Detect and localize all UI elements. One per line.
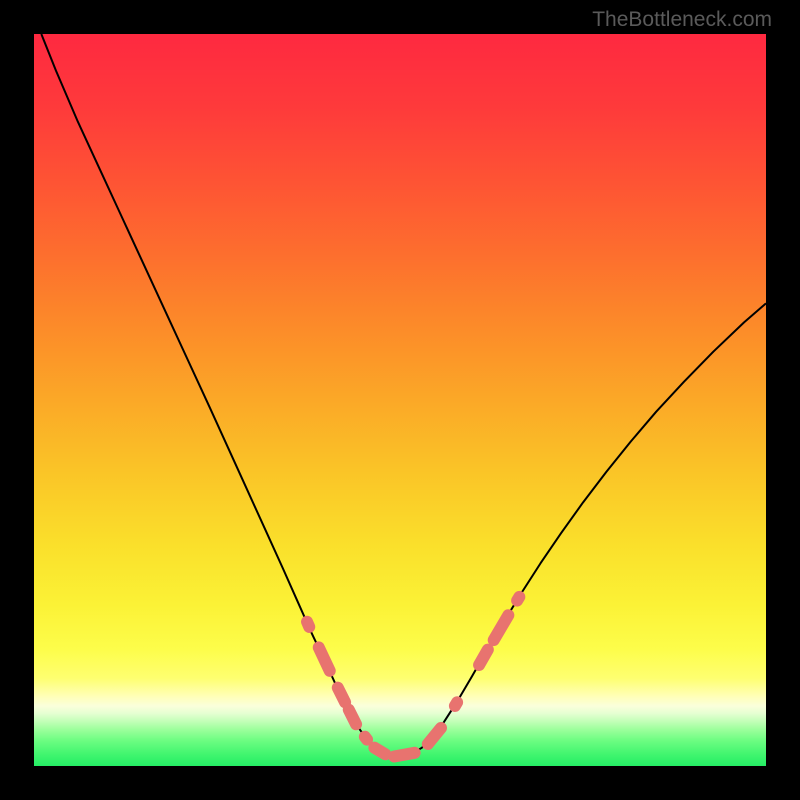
watermark-text: TheBottleneck.com [592, 8, 772, 32]
dash-segment [349, 710, 356, 725]
chart-svg [0, 0, 800, 800]
dash-segment [374, 748, 385, 755]
dash-segment [307, 622, 309, 627]
dash-segment [338, 688, 345, 703]
dash-segment [517, 597, 519, 601]
chart-stage: TheBottleneck.com [0, 0, 800, 800]
dash-segment [479, 650, 488, 665]
dash-segment [455, 702, 457, 706]
dash-segment [394, 753, 415, 757]
plot-area [34, 34, 766, 766]
dash-segment [365, 737, 367, 740]
